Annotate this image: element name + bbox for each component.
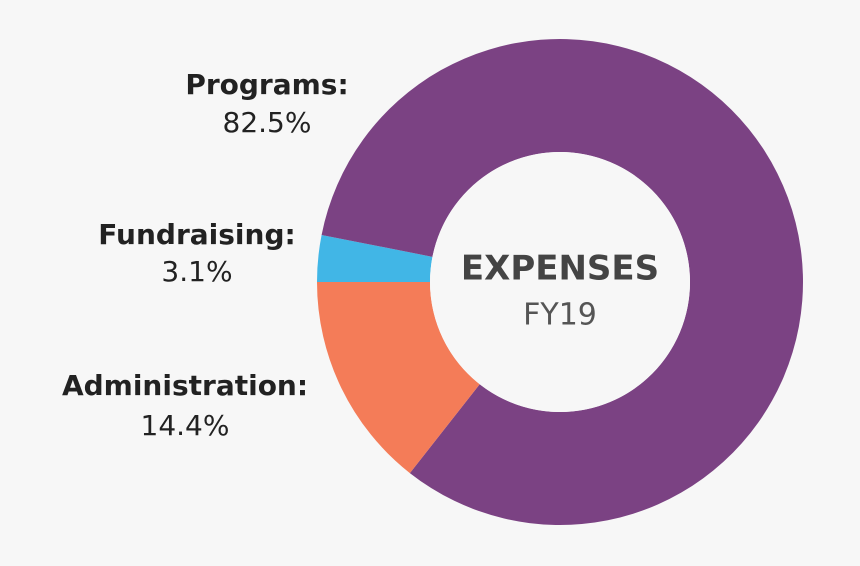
donut-slice <box>321 39 803 526</box>
donut-slice <box>317 234 433 282</box>
category-label: Fundraising: <box>98 218 295 251</box>
value-label: 82.5% <box>223 106 312 139</box>
category-label: Administration: <box>62 369 308 402</box>
donut-slice <box>317 282 480 474</box>
value-label: 3.1% <box>161 255 232 288</box>
category-label: Programs: <box>185 68 348 101</box>
chart-title: EXPENSES <box>461 249 659 289</box>
value-label: 14.4% <box>141 409 230 442</box>
donut <box>317 39 803 526</box>
donut-hole <box>430 152 690 412</box>
chart-subtitle: FY19 <box>523 298 597 333</box>
